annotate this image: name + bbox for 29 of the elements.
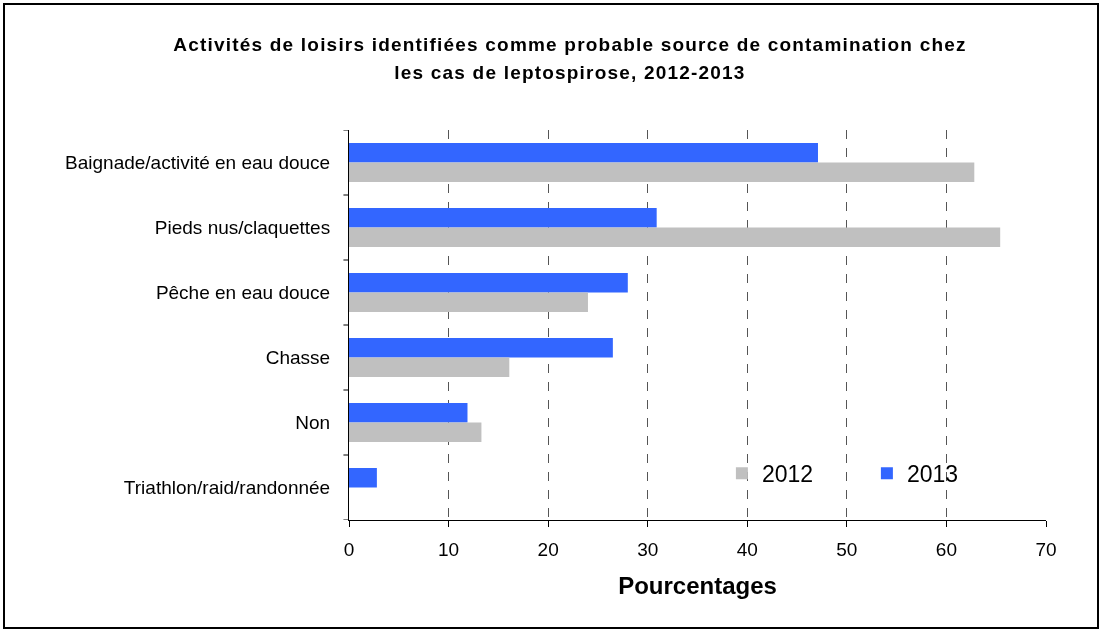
bar [349,143,818,163]
x-tick-label: 20 [537,538,559,560]
x-tick-label: 50 [836,538,858,560]
y-tick-label: Baignade/activité en eau douce [65,152,331,174]
chart-title: Activités de loisirs identifiées comme probable source de contamination chez les cas de leptospirose, 2012-2013 [172,33,968,85]
y-tick-label: Non [295,412,331,434]
y-tick-label: Pieds nus/claquettes [154,217,331,239]
bar [349,273,628,293]
bar [349,208,657,228]
bar [349,162,975,182]
bar [349,227,1001,247]
bar [349,422,482,442]
bar [349,403,468,423]
y-tick-label: Triathlon/raid/randonnée [123,477,331,499]
x-tick-label: 60 [935,538,957,560]
x-tick-label: 40 [736,538,758,560]
x-tick-label: 30 [637,538,659,560]
x-tick-label: 70 [1035,538,1057,560]
bar [349,468,377,488]
legend-label: 2012 [761,461,814,488]
bar [349,338,613,358]
bar [349,292,588,312]
bar [349,357,510,377]
legend-label: 2013 [906,461,959,488]
y-tick-label: Chasse [265,347,331,369]
y-tick-label: Pêche en eau douce [155,282,331,304]
x-axis-title: Pourcentages [618,572,777,600]
x-tick-label: 0 [343,538,355,560]
x-tick-label: 10 [438,538,460,560]
